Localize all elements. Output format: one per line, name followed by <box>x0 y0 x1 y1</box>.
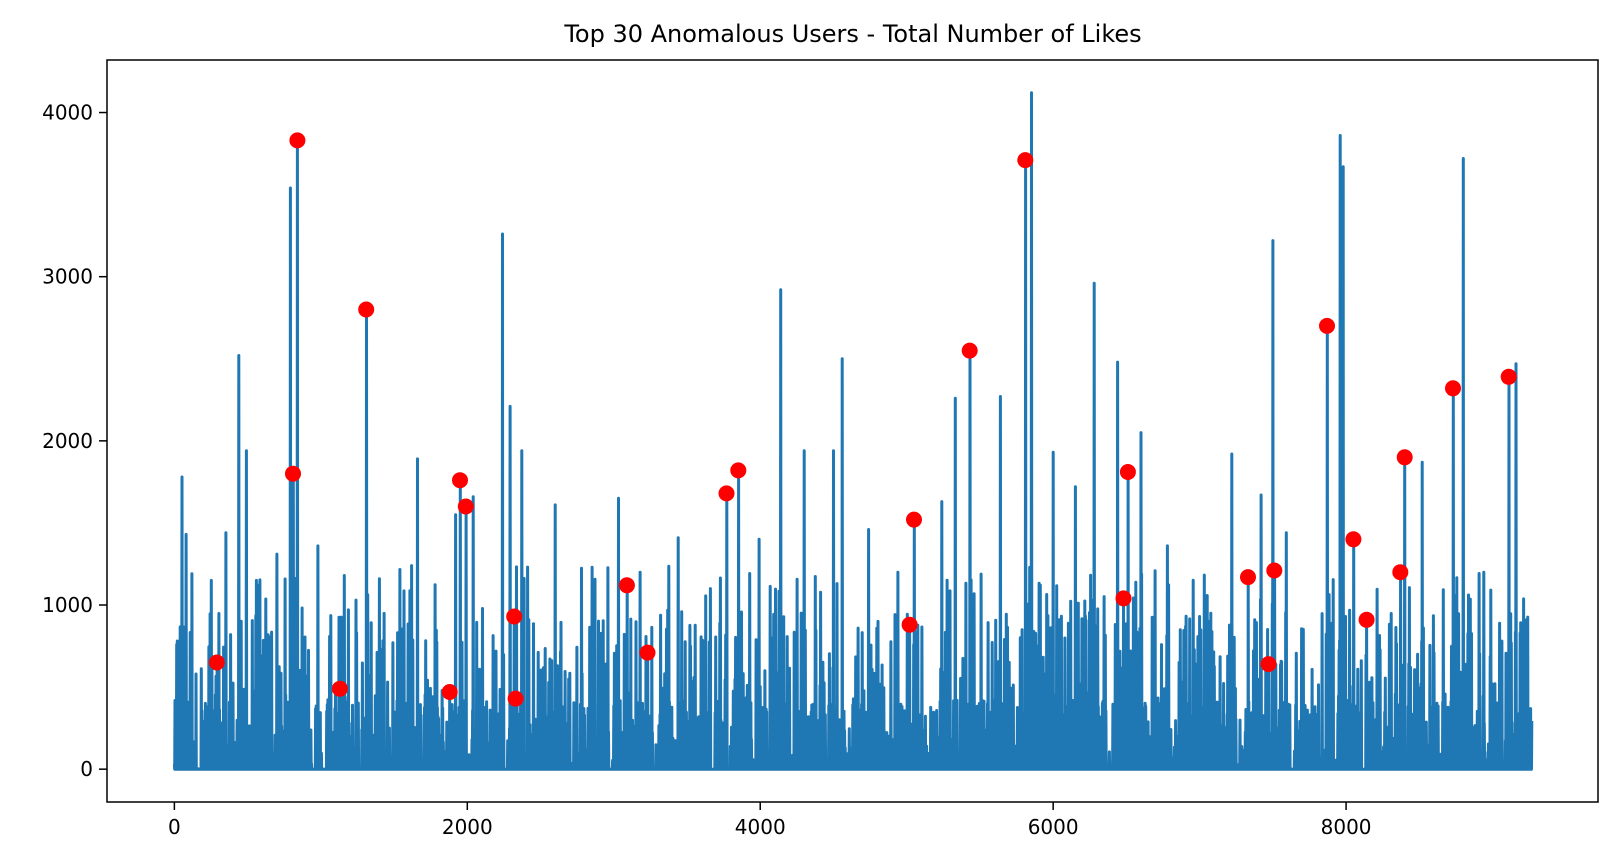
anomaly-point <box>507 690 524 707</box>
anomaly-point <box>1396 449 1413 466</box>
anomaly-point <box>730 462 747 479</box>
anomaly-point <box>1240 569 1256 586</box>
anomaly-point <box>1260 656 1277 673</box>
y-tick-label: 0 <box>80 757 93 781</box>
plot-area <box>172 91 1534 771</box>
x-tick-label: 4000 <box>735 815 786 839</box>
anomaly-point <box>441 684 458 700</box>
anomaly-point <box>1119 464 1136 480</box>
anomaly-point <box>289 132 306 149</box>
anomaly-point <box>208 654 225 671</box>
anomaly-point <box>1392 564 1409 581</box>
chart-title: Top 30 Anomalous Users - Total Number of… <box>563 20 1141 48</box>
anomaly-point <box>1266 562 1283 579</box>
x-tick-label: 0 <box>168 815 181 839</box>
anomaly-point <box>1445 380 1461 397</box>
series-line <box>172 91 1534 771</box>
anomaly-point <box>961 342 978 359</box>
anomaly-point <box>506 608 523 625</box>
anomaly-point <box>331 680 348 697</box>
anomaly-point <box>1017 152 1034 169</box>
y-tick-label: 1000 <box>42 593 93 617</box>
x-tick-label: 8000 <box>1321 815 1372 839</box>
y-axis: 0 1000 2000 3000 4000 <box>42 101 107 781</box>
anomaly-point <box>358 301 375 318</box>
anomaly-point <box>618 577 635 594</box>
anomaly-point <box>639 644 656 661</box>
anomaly-point <box>1358 611 1375 628</box>
axes-frame <box>106 59 1599 803</box>
y-tick-label: 2000 <box>42 429 93 453</box>
x-tick-label: 2000 <box>442 815 493 839</box>
anomaly-point <box>457 498 474 515</box>
y-tick-label: 3000 <box>42 265 93 289</box>
anomaly-point <box>285 465 301 482</box>
anomaly-point <box>1319 317 1335 334</box>
x-axis: 0 2000 4000 6000 8000 <box>168 802 1372 839</box>
anomaly-point <box>718 485 735 502</box>
y-tick-label: 4000 <box>42 101 93 125</box>
anomaly-point <box>452 472 468 489</box>
anomaly-point <box>1500 368 1517 385</box>
x-tick-label: 6000 <box>1028 815 1079 839</box>
anomaly-point <box>1345 531 1362 548</box>
anomaly-point <box>901 616 918 633</box>
anomaly-point <box>906 511 922 528</box>
anomaly-point <box>1115 590 1132 607</box>
